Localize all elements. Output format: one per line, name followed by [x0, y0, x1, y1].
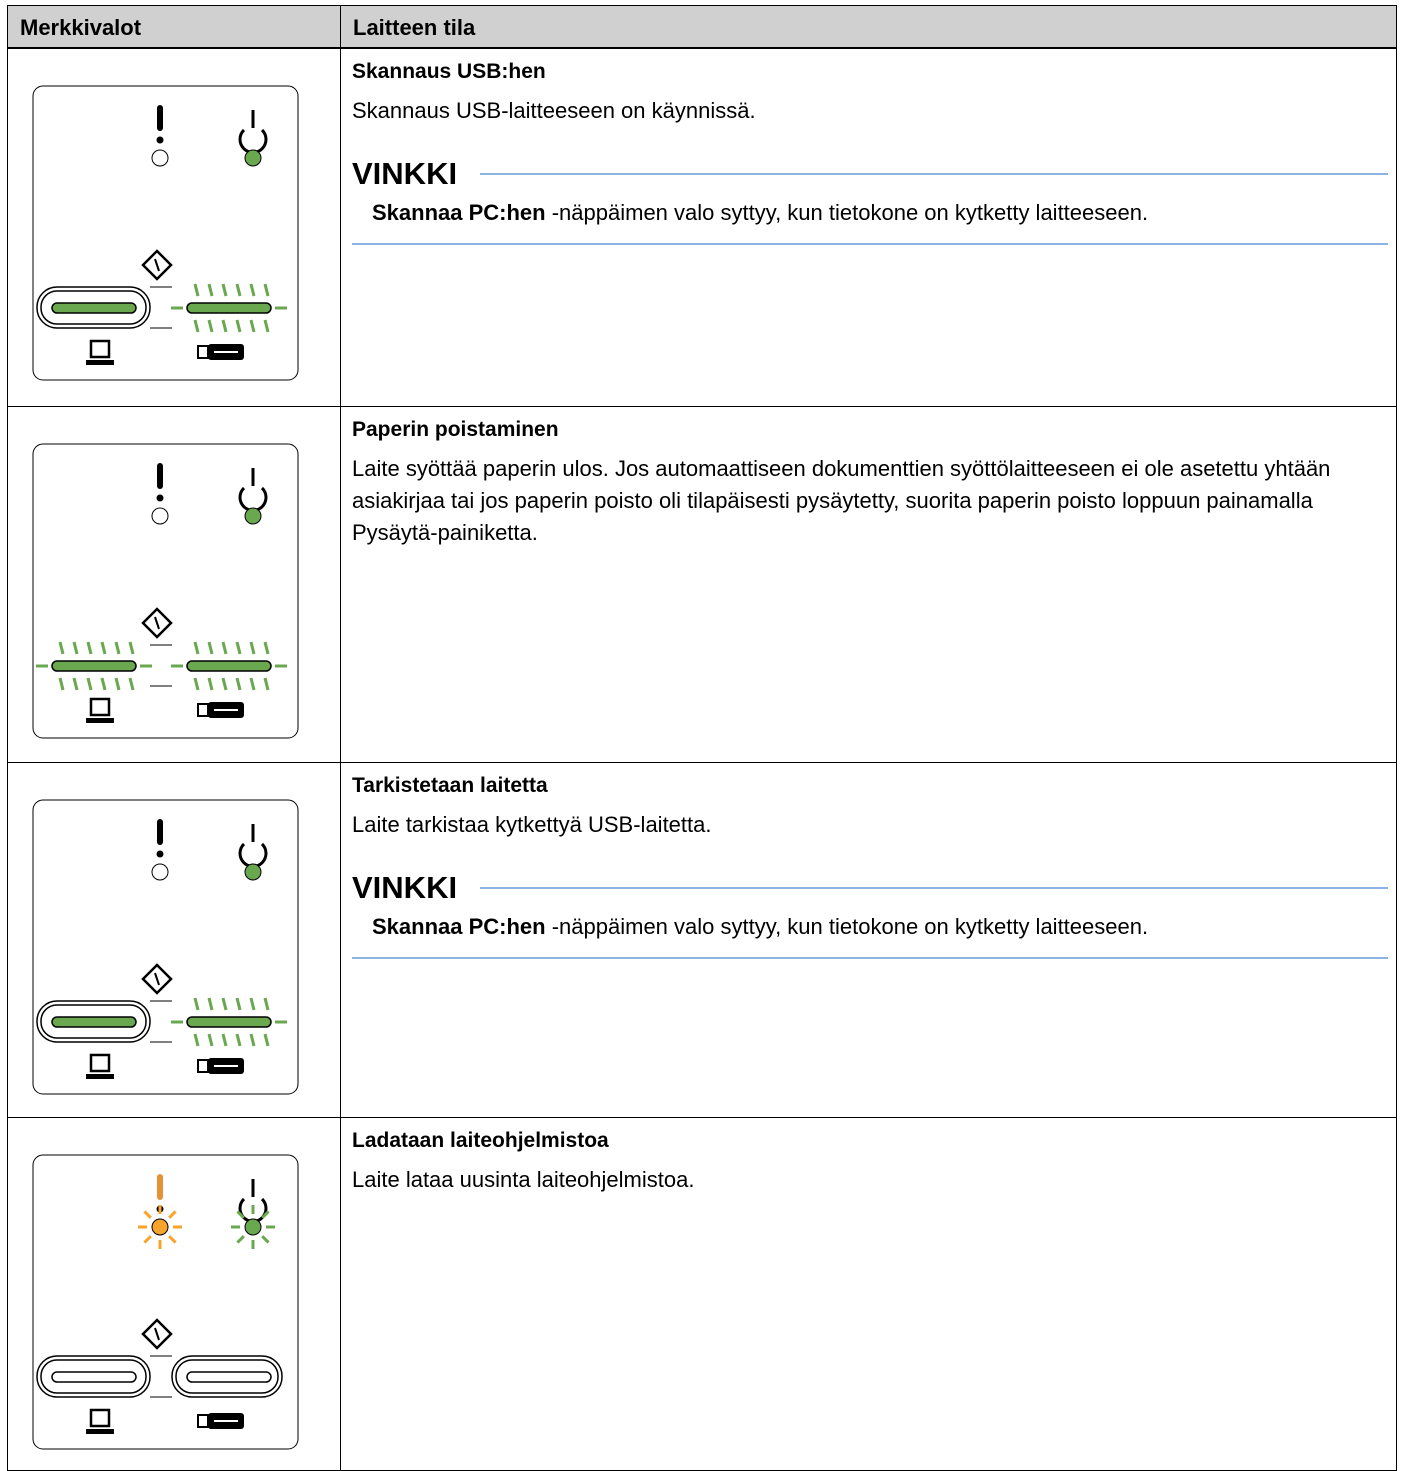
header-cell: Merkkivalot [7, 5, 341, 48]
note-rule [480, 173, 1388, 175]
row-text: Laite tarkistaa kytkettyä USB-laitetta. [352, 812, 712, 837]
note-text: Skannaa PC:hen -näppäimen valo syttyy, k… [372, 914, 1148, 940]
note-key: Skannaa PC:hen [372, 200, 546, 225]
note-heading: VINKKI [352, 156, 458, 191]
note-body: -näppäimen valo syttyy, kun tietokone on… [545, 200, 1149, 225]
note-rule [352, 243, 1388, 245]
row-text: Laite syöttää paperin ulos. Jos automaat… [352, 456, 1331, 545]
panel-illustration [32, 85, 299, 381]
note-rule [480, 887, 1388, 889]
row-text: Laite lataa uusinta laiteohjelmistoa. [352, 1167, 695, 1192]
note-heading: VINKKI [352, 870, 458, 905]
header-cell: Laitteen tila [340, 5, 1397, 48]
note-key: Skannaa PC:hen [372, 914, 546, 939]
panel-illustration [32, 443, 299, 739]
note-body: -näppäimen valo syttyy, kun tietokone on… [545, 914, 1149, 939]
note-rule [352, 957, 1388, 959]
row-title: Ladataan laiteohjelmistoa [352, 1129, 609, 1152]
row-title: Tarkistetaan laitetta [352, 774, 548, 797]
row-title: Paperin poistaminen [352, 418, 559, 441]
row-title: Skannaus USB:hen [352, 60, 546, 83]
panel-illustration [32, 1154, 299, 1450]
note-text: Skannaa PC:hen -näppäimen valo syttyy, k… [372, 200, 1148, 226]
row-text: Skannaus USB-laitteeseen on käynnissä. [352, 98, 756, 123]
panel-illustration [32, 799, 299, 1095]
